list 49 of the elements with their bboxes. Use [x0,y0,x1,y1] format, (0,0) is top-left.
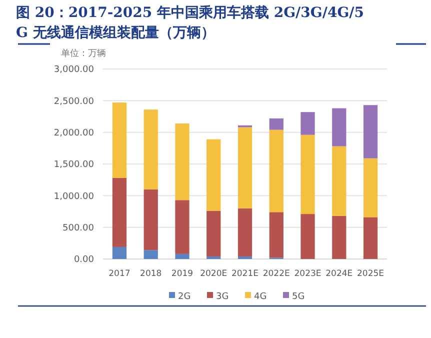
bar [269,130,284,212]
legend-label: 2G [178,292,191,302]
y-tick-label: 1,000.00 [54,192,94,202]
x-tick-label: 2020E [200,269,228,279]
bar [112,246,127,259]
x-tick-label: 2018 [140,269,162,279]
x-tick-label: 2017 [108,269,130,279]
legend-label: 5G [292,292,305,302]
bar [300,134,315,214]
y-tick-label: 0.00 [74,255,94,266]
bar [300,214,315,259]
bar [238,256,252,259]
bar [175,123,190,200]
bar [363,158,378,218]
y-tick-label: 1,500.00 [54,160,94,170]
y-tick-label: 2,500.00 [54,96,94,107]
bar [206,210,221,256]
bar [363,217,378,259]
x-tick-label: 2025E [357,269,384,279]
bar [332,216,346,259]
legend-label: 3G [216,292,229,302]
x-tick-label: 2024E [326,269,353,279]
bar [300,112,315,135]
bar [269,212,284,258]
bar [206,139,221,211]
x-tick-label: 2021E [231,269,259,279]
x-tick-label: 2019 [171,269,194,279]
bar [238,127,252,208]
legend-label: 4G [254,292,267,302]
y-tick-label: 2,000.00 [54,128,94,138]
bar [112,102,127,178]
bar [363,105,378,158]
x-tick-label: 2022E [262,269,290,279]
bar [332,146,346,216]
bar [144,110,158,190]
x-tick-label: 2023E [294,269,322,279]
y-tick-label: 500.00 [62,223,94,234]
y-axis-title: 单位：万辆 [61,48,106,59]
bar [144,189,158,250]
bar [238,208,252,256]
bar [144,250,158,259]
bar [112,178,127,247]
y-tick-label: 3,000.00 [54,65,94,76]
bar [332,108,346,146]
bar [175,200,190,254]
bar [175,254,190,259]
bar [206,256,221,259]
chart-title: 图 20：2017-2025 年中国乘用车搭载 2G/3G/4G/5G 无线通信模组装配量（万辆） [16,4,364,41]
bar [269,118,284,130]
